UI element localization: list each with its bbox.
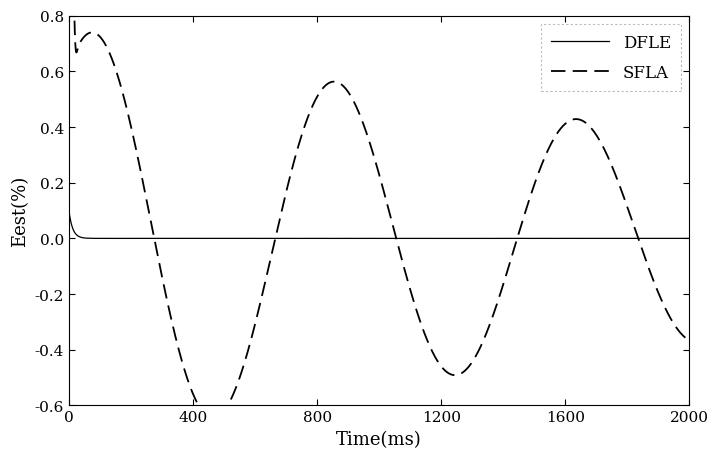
Y-axis label: Eest(%): Eest(%) — [11, 175, 29, 246]
DFLE — [90, 236, 99, 241]
SFLA — [186, 385, 195, 391]
Line: SFLA: SFLA — [69, 0, 689, 418]
DFLE — [652, 236, 661, 241]
SFLA — [685, 338, 693, 343]
Legend: DFLE, SFLA: DFLE, SFLA — [541, 25, 681, 92]
SFLA — [209, 415, 217, 421]
Line: DFLE: DFLE — [69, 211, 689, 239]
SFLA — [652, 286, 661, 292]
SFLA — [65, 15, 73, 21]
DFLE — [68, 223, 76, 229]
DFLE — [186, 236, 195, 241]
SFLA — [102, 44, 110, 50]
DFLE — [65, 208, 73, 214]
SFLA — [368, 149, 377, 155]
DFLE — [112, 236, 121, 242]
SFLA — [90, 31, 99, 37]
X-axis label: Time(ms): Time(ms) — [336, 430, 422, 448]
DFLE — [102, 236, 110, 241]
DFLE — [368, 236, 377, 241]
DFLE — [685, 236, 693, 241]
